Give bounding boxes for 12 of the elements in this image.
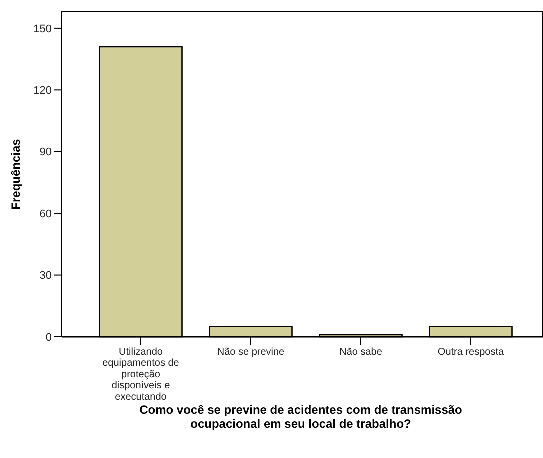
y-tick-label: 0 (46, 332, 52, 344)
y-tick-label: 150 (34, 23, 52, 36)
y-axis-title: Frequências (9, 138, 23, 210)
y-tick-label: 120 (34, 85, 52, 98)
y-tick-label: 60 (40, 208, 52, 220)
x-tick-label: Não se previne (217, 347, 286, 358)
x-tick-label: Não sabe (340, 347, 383, 358)
x-axis-title: Como você se previne de acidentes com de transmissão ocupacional em seu local de trabalho? (140, 403, 462, 431)
x-tick-label: Outra resposta (438, 347, 505, 358)
y-tick-label: 30 (40, 270, 52, 282)
x-tick-label: Utilizando equipamentos de proteção disponíveis e executando (102, 347, 180, 403)
y-tick-label: 90 (40, 146, 52, 159)
